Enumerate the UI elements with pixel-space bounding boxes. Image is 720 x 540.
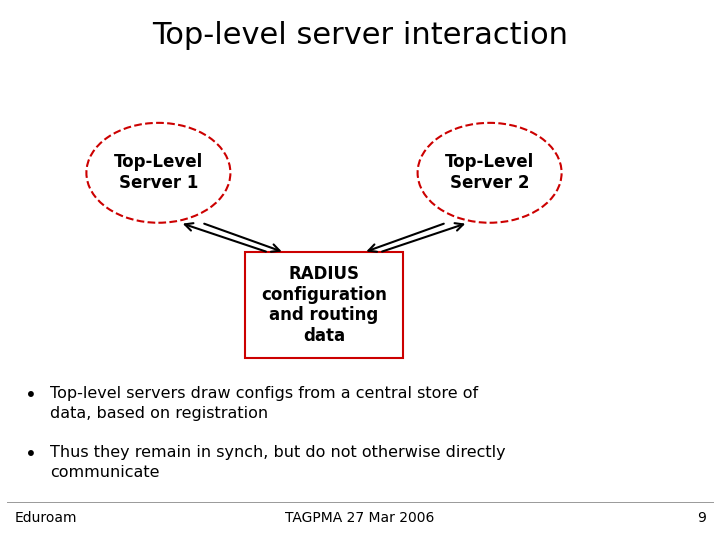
Text: Thus they remain in synch, but do not otherwise directly
communicate: Thus they remain in synch, but do not ot… (50, 446, 506, 480)
Text: TAGPMA 27 Mar 2006: TAGPMA 27 Mar 2006 (285, 511, 435, 525)
Text: Eduroam: Eduroam (14, 511, 77, 525)
Text: Top-level server interaction: Top-level server interaction (152, 21, 568, 50)
Text: Top-level servers draw configs from a central store of
data, based on registrati: Top-level servers draw configs from a ce… (50, 386, 479, 421)
Text: Top-Level
Server 1: Top-Level Server 1 (114, 153, 203, 192)
Text: •: • (25, 386, 37, 405)
Text: 9: 9 (697, 511, 706, 525)
Text: RADIUS
configuration
and routing
data: RADIUS configuration and routing data (261, 265, 387, 345)
Text: •: • (25, 446, 37, 464)
Text: Top-Level
Server 2: Top-Level Server 2 (445, 153, 534, 192)
